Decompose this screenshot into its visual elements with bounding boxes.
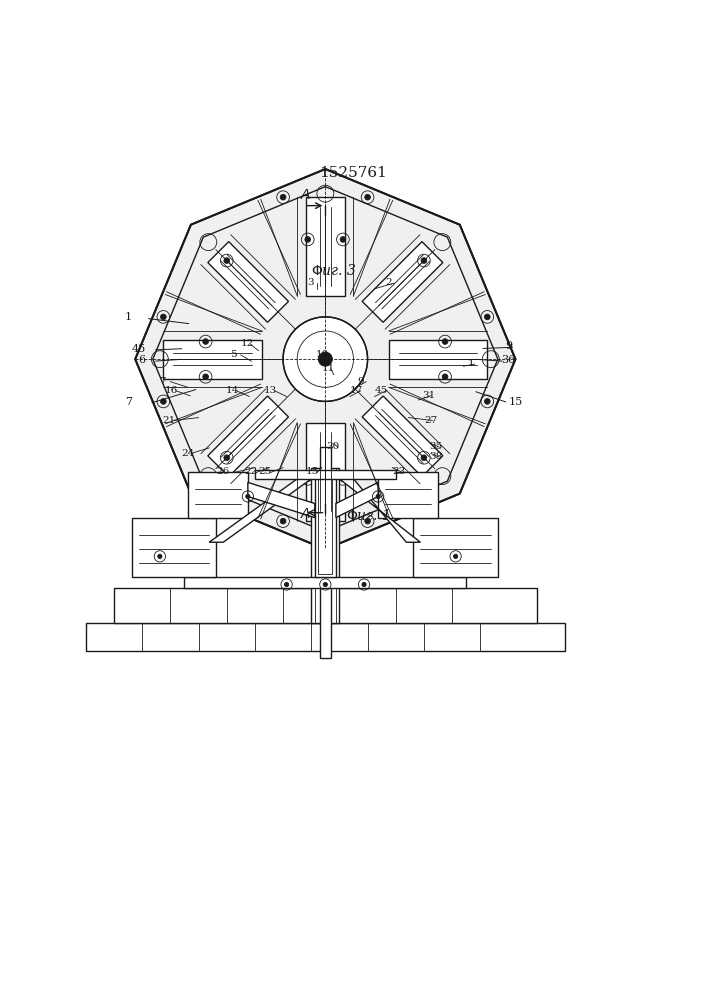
Polygon shape [208,396,288,477]
Bar [86,623,565,651]
Polygon shape [389,340,487,379]
Text: 9: 9 [505,341,512,351]
Circle shape [280,518,286,524]
Text: 16: 16 [165,386,178,395]
Text: 22: 22 [245,467,257,476]
Circle shape [224,258,230,263]
Text: 7: 7 [159,377,165,386]
Bar [132,518,216,577]
Polygon shape [362,242,443,322]
Circle shape [158,554,162,558]
Text: 2: 2 [385,278,392,287]
Text: 14: 14 [226,386,238,395]
Circle shape [443,374,448,380]
Text: 1525761: 1525761 [320,166,387,180]
Circle shape [340,476,346,482]
Text: 11: 11 [322,364,335,373]
Text: 25: 25 [259,467,271,476]
Circle shape [365,194,370,200]
Polygon shape [339,479,421,542]
Text: 26: 26 [216,467,230,476]
Polygon shape [248,482,315,518]
Text: 17: 17 [350,386,363,395]
Bar [315,472,336,577]
Text: $\Phi$иг. 3: $\Phi$иг. 3 [311,263,357,278]
Circle shape [365,518,370,524]
Text: 35: 35 [430,442,443,451]
Polygon shape [209,479,311,542]
Circle shape [280,194,286,200]
Text: 23: 23 [392,467,406,476]
Circle shape [340,237,346,242]
Text: 45: 45 [375,386,388,395]
Circle shape [318,352,332,366]
Polygon shape [163,340,262,379]
Text: A: A [300,188,310,202]
Circle shape [484,399,490,404]
Circle shape [284,582,288,587]
Circle shape [323,582,327,587]
Bar [414,518,498,577]
Text: 10: 10 [316,350,329,359]
Text: 13: 13 [264,386,276,395]
Text: 3: 3 [308,278,315,287]
Polygon shape [306,197,345,296]
Text: 27: 27 [424,416,437,425]
Circle shape [305,237,310,242]
Circle shape [362,582,366,587]
Text: 38: 38 [430,452,443,461]
Polygon shape [135,169,515,549]
Text: 31: 31 [422,391,435,400]
Circle shape [203,339,209,344]
Circle shape [203,374,209,380]
Circle shape [305,476,310,482]
Bar [255,470,396,479]
Bar [378,472,438,518]
Text: 1: 1 [124,312,132,322]
Text: 7: 7 [124,397,132,407]
Circle shape [246,494,250,499]
Text: 24: 24 [181,449,194,458]
Circle shape [224,455,230,461]
Bar [315,468,336,623]
Polygon shape [208,242,288,322]
Text: 9: 9 [358,377,364,386]
Text: 30: 30 [327,442,340,451]
Circle shape [453,554,457,558]
Text: A: A [300,507,310,521]
Text: 6: 6 [139,355,146,365]
Bar [318,475,332,574]
Text: 12: 12 [241,339,254,348]
Bar [114,588,537,623]
Polygon shape [306,423,345,521]
Text: 5: 5 [230,350,237,359]
Circle shape [484,314,490,320]
Bar [185,577,466,588]
Circle shape [283,317,368,401]
Text: 45: 45 [132,344,146,354]
Circle shape [160,399,166,404]
Bar [311,468,339,623]
Text: 1: 1 [467,359,474,368]
Bar [188,472,248,518]
Circle shape [421,455,427,461]
Text: 36: 36 [501,355,515,365]
Circle shape [376,494,380,499]
Text: 15: 15 [508,397,522,407]
Bar [320,447,331,658]
Text: 15: 15 [305,467,319,476]
Polygon shape [362,396,443,477]
Text: $\Phi$иг. 1: $\Phi$иг. 1 [346,508,390,523]
Polygon shape [336,482,378,518]
Circle shape [160,314,166,320]
Circle shape [421,258,427,263]
Circle shape [443,339,448,344]
Text: 21: 21 [162,416,175,425]
